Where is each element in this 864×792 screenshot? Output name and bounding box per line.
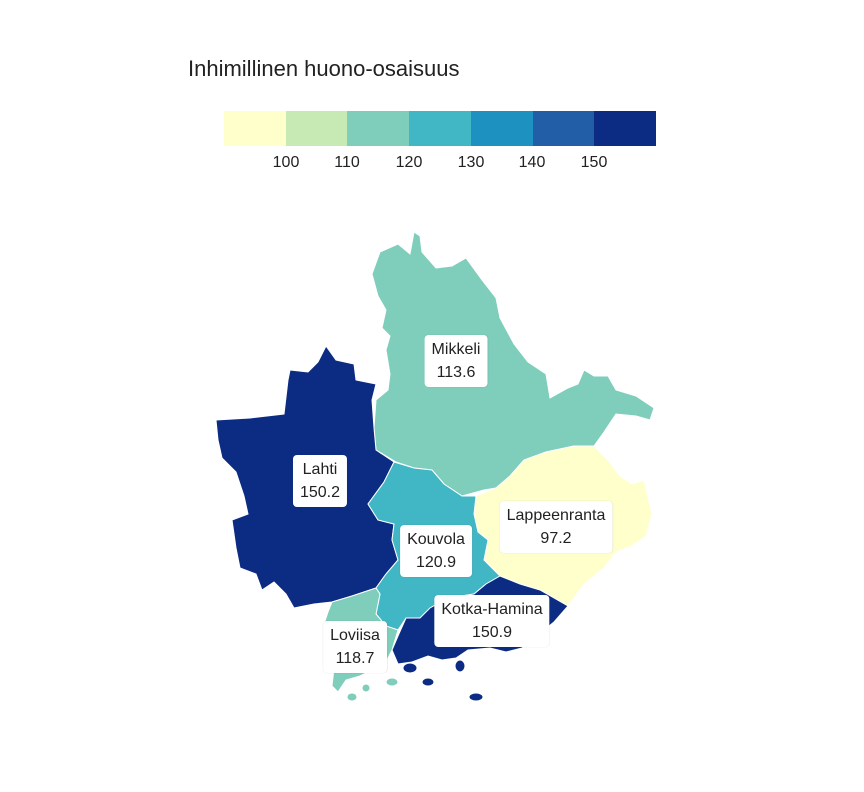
region-value: 150.2	[299, 484, 341, 501]
region-name: Lappeenranta	[506, 507, 606, 524]
region-loviisa-island[interactable]	[346, 692, 358, 702]
region-loviisa-island[interactable]	[361, 683, 371, 693]
legend-tick: 150	[580, 154, 608, 171]
region-value: 120.9	[415, 554, 457, 571]
region-kotka-island[interactable]	[454, 659, 466, 673]
label-loviisa: Loviisa 118.7	[323, 621, 387, 673]
legend-tick: 110	[334, 154, 360, 171]
legend-swatch-7	[594, 111, 657, 146]
region-name: Lahti	[302, 461, 338, 478]
label-lappeenranta: Lappeenranta 97.2	[499, 501, 613, 553]
legend-swatch-1	[224, 111, 286, 146]
region-name: Mikkeli	[431, 341, 481, 358]
legend-swatch-6	[532, 111, 595, 146]
region-kotka-island[interactable]	[421, 677, 435, 687]
region-kotka-island[interactable]	[402, 662, 418, 674]
region-kotka-island[interactable]	[468, 692, 484, 702]
region-loviisa-island[interactable]	[385, 677, 399, 687]
legend-swatch-3	[347, 111, 410, 146]
legend-tick: 140	[518, 154, 546, 171]
region-name: Kouvola	[407, 531, 465, 548]
map-title: Inhimillinen huono-osaisuus	[188, 56, 460, 81]
region-name: Loviisa	[330, 627, 380, 644]
region-value: 150.9	[471, 624, 513, 641]
legend-tick: 120	[395, 154, 423, 171]
label-kotka-hamina: Kotka-Hamina 150.9	[434, 595, 550, 647]
label-kouvola: Kouvola 120.9	[400, 525, 472, 577]
legend-swatch-5	[470, 111, 533, 146]
legend-swatch-4	[409, 111, 471, 146]
region-name: Kotka-Hamina	[441, 601, 543, 618]
legend-swatch-2	[285, 111, 348, 146]
region-value: 97.2	[540, 530, 572, 547]
region-value: 118.7	[335, 650, 375, 667]
region-mikkeli[interactable]	[371, 231, 655, 497]
label-lahti: Lahti 150.2	[292, 455, 348, 507]
legend-tick: 130	[457, 154, 485, 171]
region-value: 113.6	[436, 364, 476, 381]
legend-ticks: 100 110 120 130 140 150	[224, 154, 656, 176]
legend-tick: 100	[272, 154, 300, 171]
color-legend	[224, 111, 657, 146]
label-mikkeli: Mikkeli 113.6	[424, 335, 488, 387]
